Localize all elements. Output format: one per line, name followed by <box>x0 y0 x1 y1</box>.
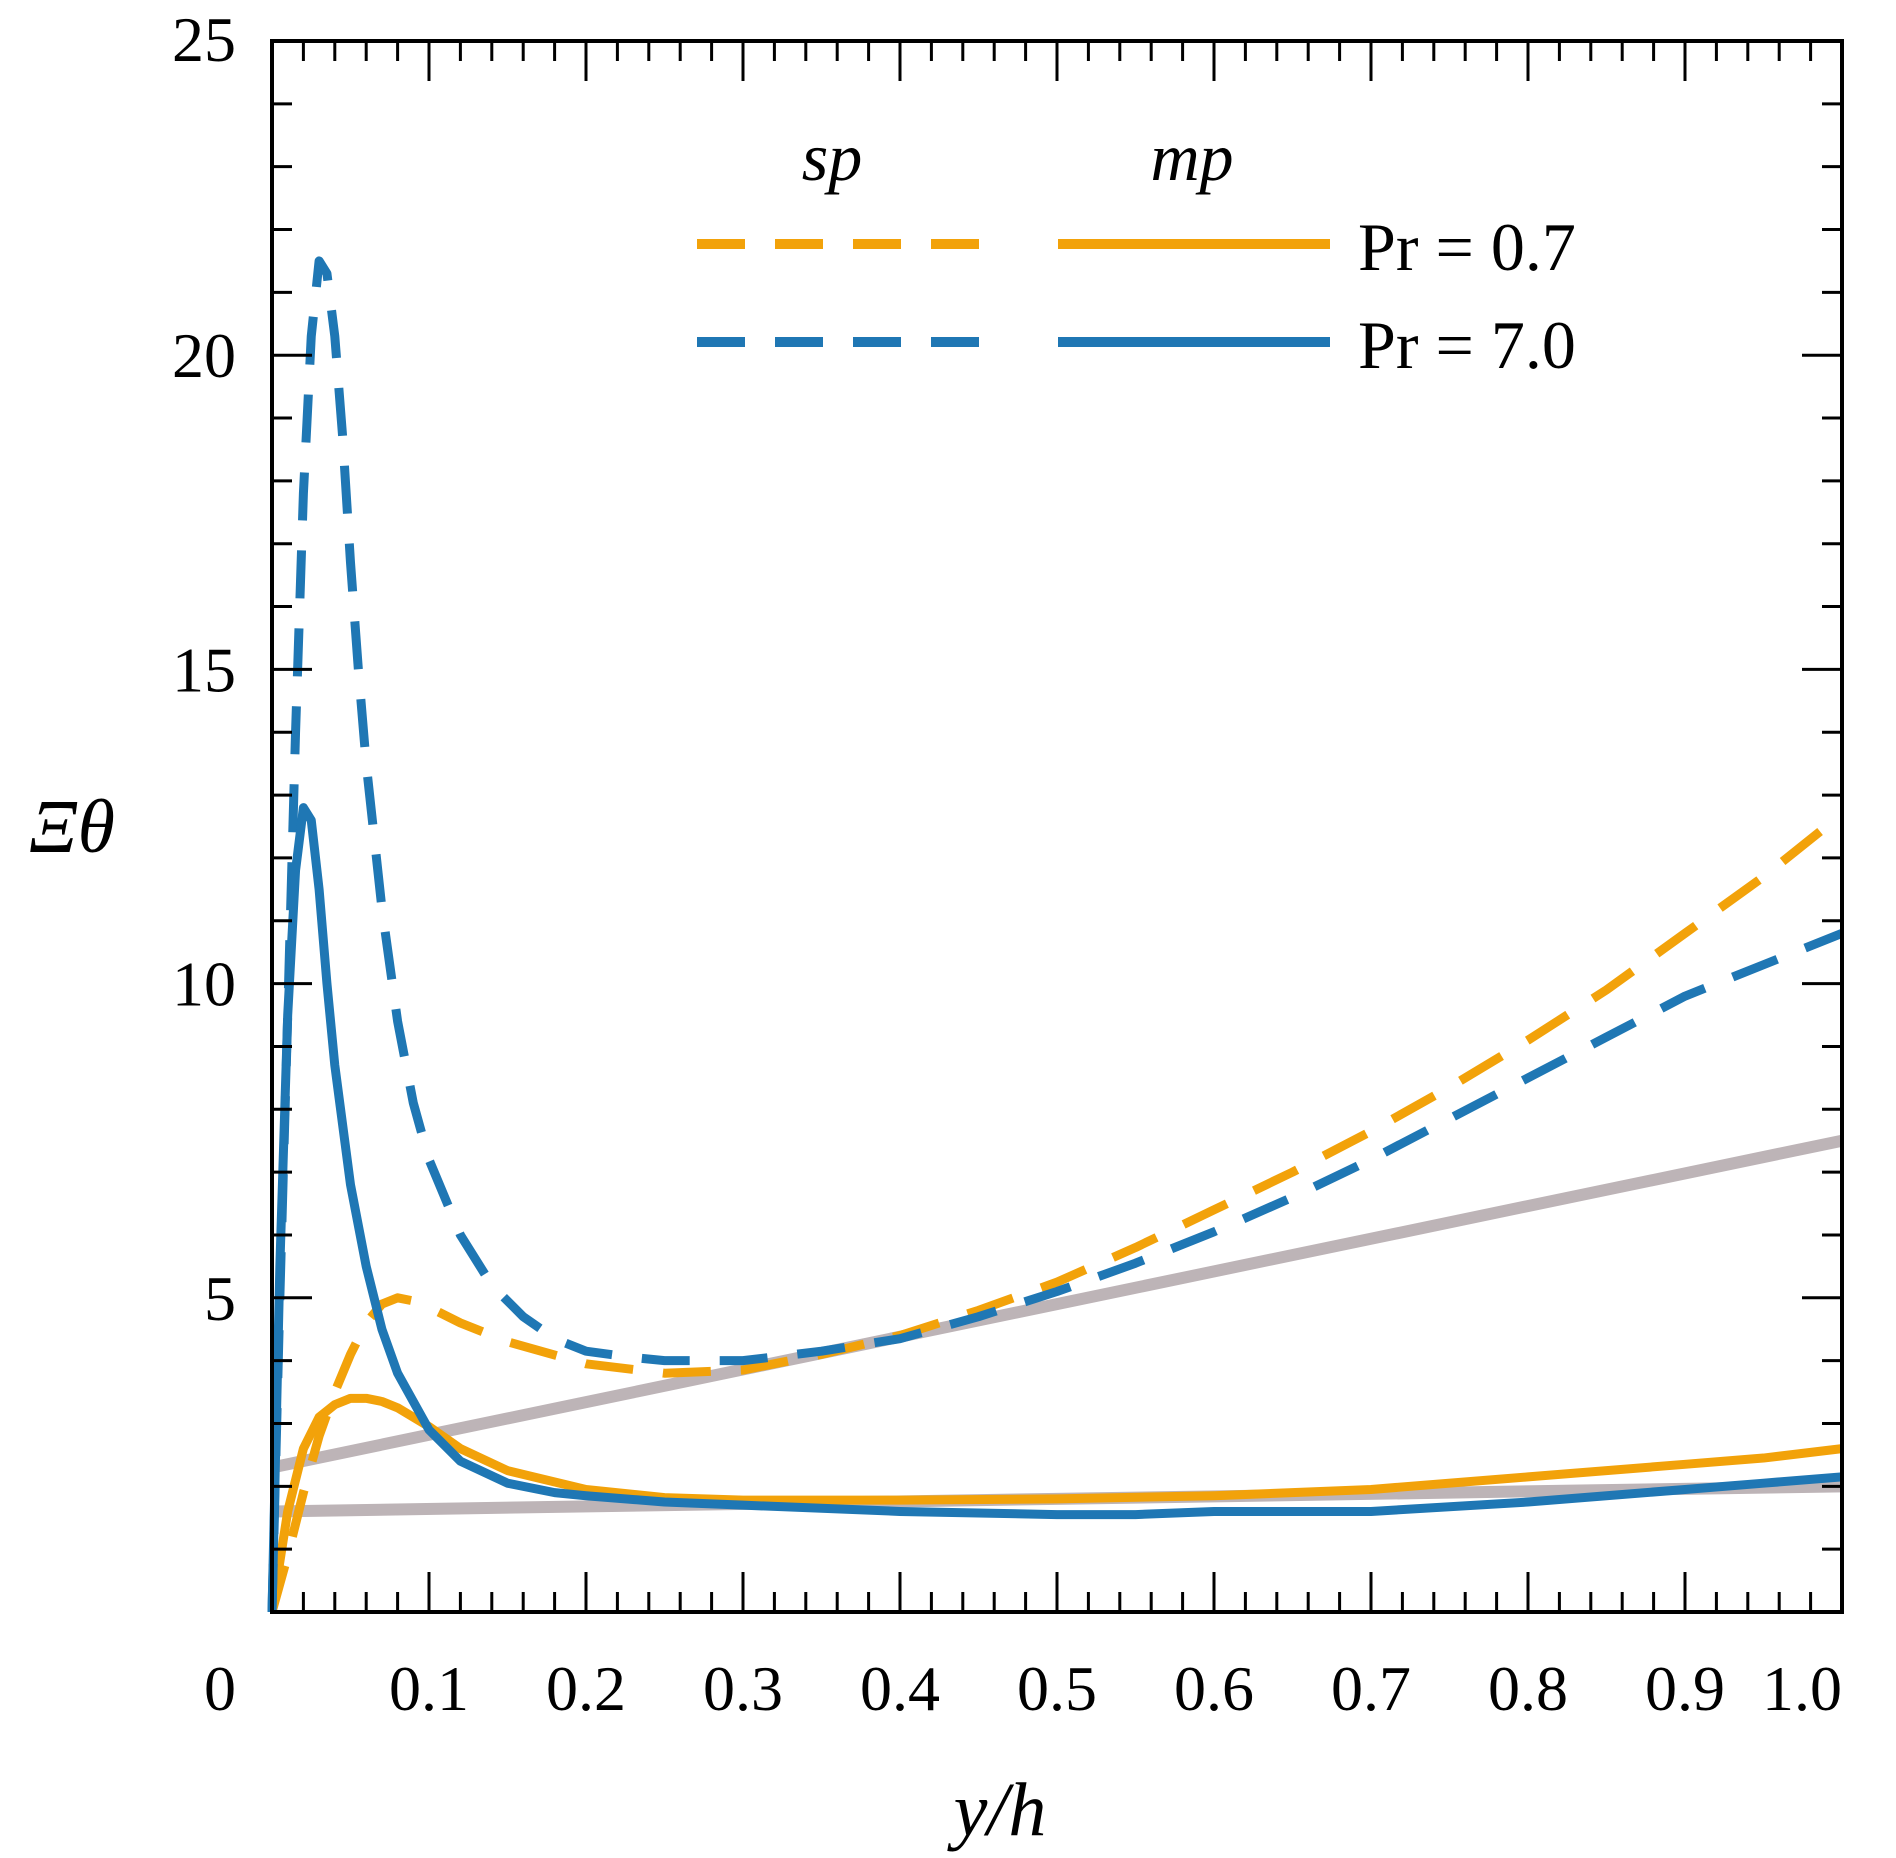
series-line-mp-70 <box>267 803 1843 1613</box>
legend: sp mp Pr = 0.7 Pr = 7.0 <box>697 119 1576 383</box>
x-tick-label: 0.3 <box>703 1653 783 1724</box>
x-tick-label: 0.9 <box>1645 1653 1725 1724</box>
x-tick-label: 0.7 <box>1331 1653 1411 1724</box>
series-layer <box>267 256 1845 1614</box>
reference-line-4 <box>270 1134 1844 1474</box>
tick-labels: 0 0.1 0.2 0.3 0.4 0.5 0.6 0.7 0.8 0.9 1.0 5 10 15 20 25 <box>172 4 1842 1724</box>
y-axis-label: Ξθ <box>29 785 115 869</box>
x-tick-label: 0.2 <box>546 1653 626 1724</box>
y-tick-label: 15 <box>172 634 236 705</box>
x-axis-label: y/h <box>947 1768 1047 1852</box>
series-line-mp-07 <box>267 1393 1843 1613</box>
x-tick-label: 0.6 <box>1174 1653 1254 1724</box>
x-tick-label: 0.1 <box>389 1653 469 1724</box>
x-tick-label: 0.5 <box>1017 1653 1097 1724</box>
series-line-sp-07 <box>267 810 1845 1614</box>
x-tick-label: 0 <box>204 1653 236 1724</box>
x-tick-label: 0.8 <box>1488 1653 1568 1724</box>
x-tick-label: 0.4 <box>860 1653 940 1724</box>
series-line-sp-70 <box>267 256 1844 1613</box>
y-tick-label: 20 <box>172 320 236 391</box>
ticks-layer <box>270 39 1844 1614</box>
x-tick-label: 1.0 <box>1762 1653 1842 1724</box>
y-tick-label: 25 <box>172 4 236 75</box>
y-tick-label: 10 <box>172 949 236 1020</box>
plot-frame <box>270 39 1844 1614</box>
legend-label-pr70: Pr = 7.0 <box>1358 307 1576 383</box>
legend-label-pr07: Pr = 0.7 <box>1358 209 1576 285</box>
legend-header-mp: mp <box>1150 119 1233 195</box>
y-tick-label: 5 <box>204 1263 236 1334</box>
legend-header-sp: sp <box>802 119 862 195</box>
